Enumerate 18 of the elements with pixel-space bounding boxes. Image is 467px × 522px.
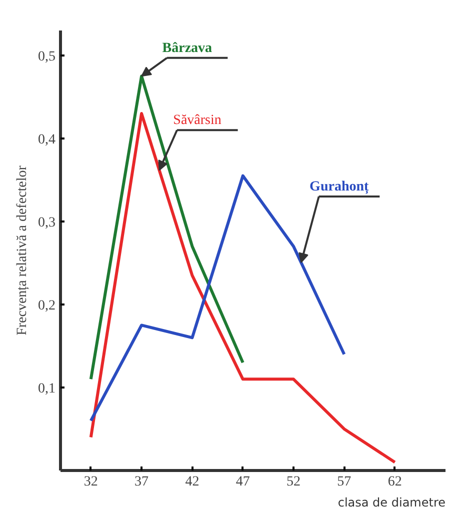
y-tick-label: 0,5 bbox=[38, 49, 56, 64]
y-tick-label: 0,3 bbox=[38, 215, 56, 230]
x-tick-label: 32 bbox=[84, 474, 98, 490]
text: Gurahonț bbox=[310, 180, 370, 195]
line-series bbox=[89, 112, 396, 464]
x-tick-label: 42 bbox=[185, 474, 200, 490]
x-tick-label: 47 bbox=[236, 474, 250, 490]
y-tick-label: 0,2 bbox=[38, 298, 56, 314]
y-tick-label: 0,4 bbox=[38, 132, 56, 148]
text: Bârzava bbox=[162, 40, 212, 56]
series-label: Săvârsin bbox=[173, 113, 222, 128]
y-tick-label: 0,1 bbox=[38, 381, 56, 396]
y-axis-title: Frecvența relativă a defectelor bbox=[15, 165, 30, 336]
x-axis-title: clasa de diametre bbox=[338, 496, 446, 510]
x-tick-label: 57 bbox=[337, 474, 352, 490]
x-tick-label: 52 bbox=[286, 474, 301, 490]
x-tick-label: 37 bbox=[134, 474, 149, 490]
x-tick-label: 62 bbox=[388, 474, 402, 490]
